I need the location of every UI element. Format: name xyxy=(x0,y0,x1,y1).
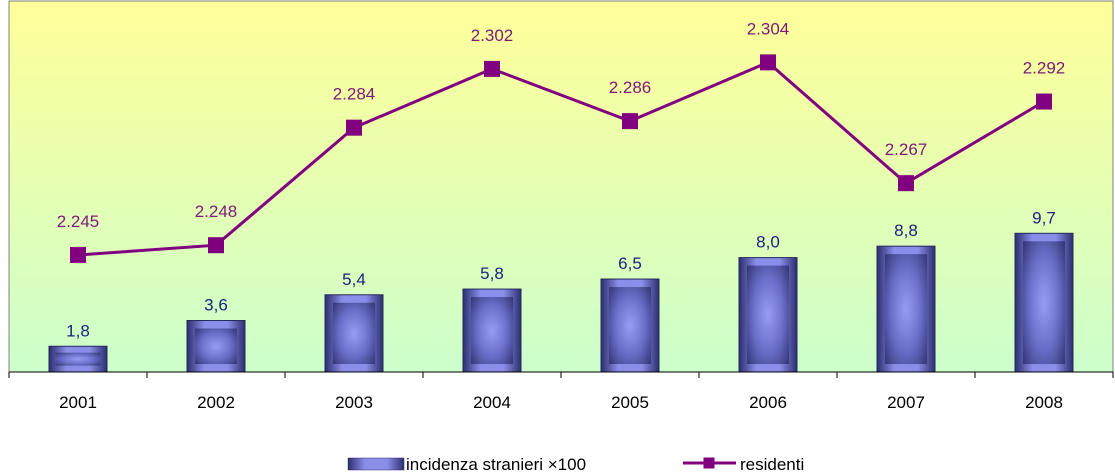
bar-face xyxy=(1023,241,1065,364)
residenti-marker-2001 xyxy=(70,247,86,263)
bar-data-label: 5,4 xyxy=(342,270,366,289)
line-labels-layer: 2.245 2.248 2.284 2.302 2.286 2.304 2.267 2.292 xyxy=(57,19,1066,231)
bar-face xyxy=(195,328,237,364)
residenti-marker-2003 xyxy=(346,119,362,136)
bar-2008 xyxy=(1014,232,1074,373)
bar-labels-layer: 1,8 3,6 5,4 5,8 6,5 8,0 8,8 9,7 xyxy=(66,208,1056,340)
residenti-marker-2008 xyxy=(1036,93,1052,110)
bar-2004 xyxy=(462,288,522,373)
line-data-label: 2.302 xyxy=(471,26,514,45)
bar-face xyxy=(471,297,513,364)
legend: incidenza stranieri ×100 residenti xyxy=(347,455,804,472)
bar-face xyxy=(609,287,651,364)
bar-2007 xyxy=(876,245,936,373)
x-tick-label: 2004 xyxy=(473,393,511,412)
x-tick-label: 2006 xyxy=(749,393,787,412)
x-tick-labels: 2001 2002 2003 2004 2005 2006 2007 2008 xyxy=(59,393,1063,412)
residenti-marker-2007 xyxy=(898,175,914,192)
bar-2003 xyxy=(324,294,384,373)
residenti-marker-2005 xyxy=(622,113,638,130)
bar-2002 xyxy=(186,320,246,373)
residenti-marker-2006 xyxy=(760,54,776,71)
line-data-label: 2.245 xyxy=(57,212,100,231)
bars-layer xyxy=(48,232,1074,373)
residenti-marker-2004 xyxy=(484,60,500,77)
x-tick-label: 2003 xyxy=(335,393,373,412)
x-tick-label: 2005 xyxy=(611,393,649,412)
legend-line-marker xyxy=(703,457,715,469)
x-tick-label: 2001 xyxy=(59,393,97,412)
bar-data-label: 8,0 xyxy=(756,233,780,252)
x-tick-label: 2008 xyxy=(1025,393,1063,412)
x-tick-label: 2002 xyxy=(197,393,235,412)
residenti-marker-2002 xyxy=(208,237,224,254)
line-data-label: 2.286 xyxy=(609,78,652,97)
line-data-label: 2.292 xyxy=(1023,59,1066,78)
x-ticks xyxy=(8,372,1114,378)
legend-line-label: residenti xyxy=(740,455,804,472)
bar-data-label: 3,6 xyxy=(204,296,228,315)
line-data-label: 2.284 xyxy=(333,85,376,104)
x-tick-label: 2007 xyxy=(887,393,925,412)
bar-2005 xyxy=(600,278,660,373)
bar-data-label: 1,8 xyxy=(66,321,90,340)
legend-bar-swatch xyxy=(347,457,405,471)
bar-face xyxy=(885,254,927,364)
line-data-label: 2.267 xyxy=(885,140,928,159)
bar-face xyxy=(55,352,101,366)
residenti-line xyxy=(77,60,1045,257)
bar-face xyxy=(747,265,789,364)
bar-face xyxy=(333,302,375,364)
line-layer xyxy=(70,54,1052,263)
bar-2006 xyxy=(738,257,798,373)
line-data-label: 2.248 xyxy=(195,202,238,221)
bar-2001 xyxy=(48,345,108,373)
bar-data-label: 8,8 xyxy=(894,221,918,240)
bar-data-label: 6,5 xyxy=(618,254,642,273)
legend-bar-label: incidenza stranieri ×100 xyxy=(406,455,586,472)
plot-area xyxy=(8,0,1114,373)
bar-data-label: 9,7 xyxy=(1032,208,1056,227)
line-data-label: 2.304 xyxy=(747,19,790,38)
bar-data-label: 5,8 xyxy=(480,264,504,283)
